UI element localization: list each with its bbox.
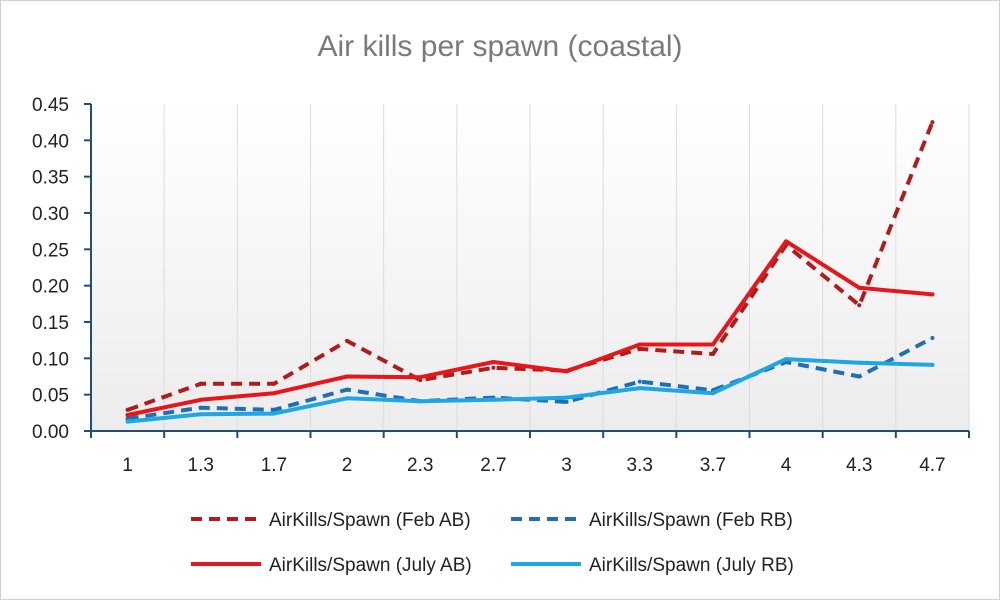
x-tick-label: 2.3 <box>407 455 433 476</box>
data-point <box>637 386 642 391</box>
data-point <box>491 365 496 370</box>
x-tick-label: 3.7 <box>700 455 726 476</box>
legend-item: AirKills/Spawn (July AB) <box>191 555 472 576</box>
data-point <box>198 405 203 410</box>
x-tick-label: 3.3 <box>627 455 653 476</box>
data-point <box>198 412 203 417</box>
data-point <box>857 374 862 379</box>
y-tick-label: 0.10 <box>32 349 69 370</box>
legend: AirKills/Spawn (Feb AB) AirKills/Spawn (F… <box>191 510 794 576</box>
axes <box>84 103 970 438</box>
y-tick-label: 0.40 <box>32 131 69 152</box>
data-point <box>345 338 350 343</box>
data-point <box>198 381 203 386</box>
gridlines <box>163 104 970 431</box>
y-tick-label: 0.30 <box>32 204 69 225</box>
data-point <box>857 360 862 365</box>
chart-title: Air kills per spawn (coastal) <box>317 30 682 63</box>
data-point <box>637 346 642 351</box>
y-tick-label: 0.00 <box>32 422 69 443</box>
x-tick-label: 1.3 <box>188 455 214 476</box>
data-point <box>271 381 276 386</box>
series-line-1 <box>127 336 934 421</box>
data-point <box>564 395 569 400</box>
legend-item: AirKills/Spawn (Feb AB) <box>191 510 471 531</box>
x-tick-label: 3 <box>561 455 572 476</box>
data-point <box>125 413 130 418</box>
data-point <box>930 362 935 367</box>
data-point <box>710 342 715 347</box>
data-point <box>418 399 423 404</box>
data-point <box>125 407 130 412</box>
x-tick-label: 1 <box>122 455 133 476</box>
data-point <box>345 374 350 379</box>
y-tick-label: 0.35 <box>32 168 69 189</box>
data-point <box>637 342 642 347</box>
data-point <box>198 397 203 402</box>
y-tick-label: 0.25 <box>32 240 69 261</box>
x-tick-label: 4 <box>781 455 792 476</box>
data-point <box>345 396 350 401</box>
data-point <box>710 391 715 396</box>
series-lines <box>125 120 935 424</box>
x-tick-label: 4.7 <box>919 455 945 476</box>
x-tick-label: 2 <box>342 455 353 476</box>
data-point <box>637 379 642 384</box>
legend-label: AirKills/Spawn (Feb AB) <box>269 510 471 531</box>
legend-item: AirKills/Spawn (Feb RB) <box>511 510 793 531</box>
x-tick-label: 2.7 <box>480 455 506 476</box>
data-point <box>271 391 276 396</box>
data-point <box>930 120 935 125</box>
y-tick-label: 0.15 <box>32 313 69 334</box>
data-point <box>418 375 423 380</box>
data-point <box>271 411 276 416</box>
series-line-2 <box>125 239 935 417</box>
data-point <box>491 359 496 364</box>
data-point <box>564 369 569 374</box>
legend-label: AirKills/Spawn (Feb RB) <box>589 510 793 531</box>
legend-item: AirKills/Spawn (July RB) <box>511 555 794 576</box>
data-point <box>857 285 862 290</box>
series-line-3 <box>125 357 935 424</box>
y-tick-label: 0.45 <box>32 95 69 116</box>
y-tick-label: 0.20 <box>32 277 69 298</box>
x-tick-label: 4.3 <box>846 455 872 476</box>
legend-label: AirKills/Spawn (July AB) <box>269 555 472 576</box>
data-point <box>271 407 276 412</box>
data-point <box>930 335 935 340</box>
data-point <box>930 292 935 297</box>
legend-label: AirKills/Spawn (July RB) <box>589 555 794 576</box>
x-tick-labels: 1 1.3 1.7 2 2.3 2.7 3 3.3 3.7 4 4.3 4.7 <box>122 455 945 476</box>
x-tick-label: 1.7 <box>261 455 287 476</box>
y-tick-labels: 0.00 0.05 0.10 0.15 0.20 0.25 0.30 0.35 0.40 0.45 <box>32 95 69 443</box>
series-line-0 <box>126 121 935 412</box>
data-point <box>710 351 715 356</box>
data-point <box>125 419 130 424</box>
data-point <box>564 399 569 404</box>
data-point <box>784 239 789 244</box>
y-tick-label: 0.05 <box>32 386 69 407</box>
data-point <box>491 397 496 402</box>
data-point <box>857 303 862 308</box>
data-point <box>784 357 789 362</box>
data-point <box>345 387 350 392</box>
